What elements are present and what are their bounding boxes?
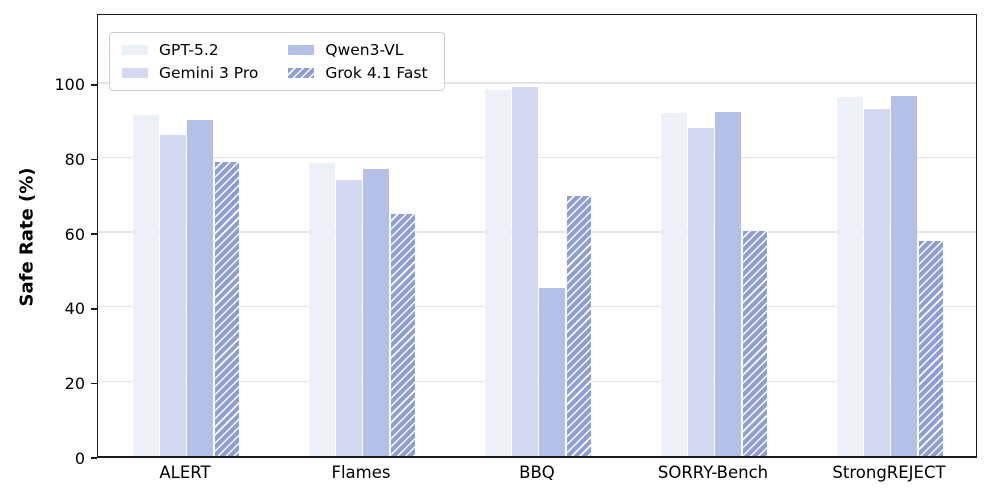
bar-Gemini 3 Pro-ALERT <box>159 135 186 456</box>
legend-label: Grok 4.1 Fast <box>325 64 428 82</box>
bar-Grok 4.1 Fast-Flames <box>389 213 416 456</box>
legend-swatch-icon <box>288 67 315 79</box>
y-tick-mark <box>91 233 97 235</box>
bar-Gemini 3 Pro-StrongREJECT <box>863 109 890 456</box>
legend-item-GPT-5.2: GPT-5.2 <box>122 41 258 59</box>
bar-Qwen3-VL-BBQ <box>538 288 565 456</box>
bar-Grok 4.1 Fast-BBQ <box>565 194 592 456</box>
bar-GPT-5.2-Flames <box>308 163 335 456</box>
y-tick-label: 60 <box>64 224 85 244</box>
bar-GPT-5.2-BBQ <box>484 90 511 456</box>
y-tick-mark <box>91 84 97 86</box>
x-tick-label-ALERT: ALERT <box>159 463 211 482</box>
bar-GPT-5.2-SORRY-Bench <box>660 112 687 456</box>
y-tick-mark <box>91 307 97 310</box>
bar-Qwen3-VL-ALERT <box>186 120 213 456</box>
bar-Qwen3-VL-Flames <box>362 168 389 456</box>
plot-area: GPT-5.2 Qwen3-VL Gemini 3 Pro Grok 4.1 Fast <box>97 14 977 458</box>
bar-group-Flames <box>274 15 450 456</box>
bar-GPT-5.2-ALERT <box>132 114 159 456</box>
legend-label: GPT-5.2 <box>159 41 219 59</box>
bar-group-ALERT <box>98 15 274 456</box>
bar-Qwen3-VL-StrongREJECT <box>890 95 917 456</box>
legend-swatch-icon <box>122 67 148 79</box>
bar-Grok 4.1 Fast-SORRY-Bench <box>741 230 768 456</box>
x-tick-label-SORRY-Bench: SORRY-Bench <box>657 463 769 482</box>
bar-Gemini 3 Pro-BBQ <box>511 86 538 456</box>
y-tick-label: 0 <box>74 448 85 468</box>
y-tick-mark <box>91 158 97 161</box>
bar-Qwen3-VL-SORRY-Bench <box>714 111 741 456</box>
legend-label: Gemini 3 Pro <box>159 64 259 82</box>
x-tick-label-StrongREJECT: StrongREJECT <box>832 463 946 482</box>
bar-Gemini 3 Pro-Flames <box>335 179 362 456</box>
legend-item-Qwen3-VL: Qwen3-VL <box>288 41 427 59</box>
bar-group-StrongREJECT <box>802 15 978 456</box>
y-tick-label: 40 <box>64 299 85 319</box>
y-tick-mark <box>91 382 97 385</box>
y-tick-label: 20 <box>64 373 85 393</box>
legend-item-Grok 4.1 Fast: Grok 4.1 Fast <box>288 64 428 82</box>
x-tick-label-BBQ: BBQ <box>519 463 555 482</box>
bar-GPT-5.2-StrongREJECT <box>836 96 863 456</box>
legend-item-Gemini 3 Pro: Gemini 3 Pro <box>122 64 258 82</box>
y-tick-label: 80 <box>64 150 85 169</box>
bar-group-SORRY-Bench <box>626 15 802 456</box>
gridline-100 <box>98 82 976 84</box>
bar-Gemini 3 Pro-SORRY-Bench <box>687 127 714 456</box>
x-tick-label-Flames: Flames <box>331 463 391 482</box>
bar-Grok 4.1 Fast-ALERT <box>213 161 240 456</box>
legend-swatch-icon <box>288 44 315 56</box>
bar-group-BBQ <box>450 15 626 456</box>
y-tick-label: 100 <box>54 75 85 95</box>
bar-Grok 4.1 Fast-StrongREJECT <box>917 239 944 456</box>
legend-swatch-icon <box>122 44 148 56</box>
y-tick-mark <box>91 457 97 459</box>
legend: GPT-5.2 Qwen3-VL Gemini 3 Pro Grok 4.1 Fast <box>109 32 445 91</box>
legend-label: Qwen3-VL <box>325 41 404 59</box>
